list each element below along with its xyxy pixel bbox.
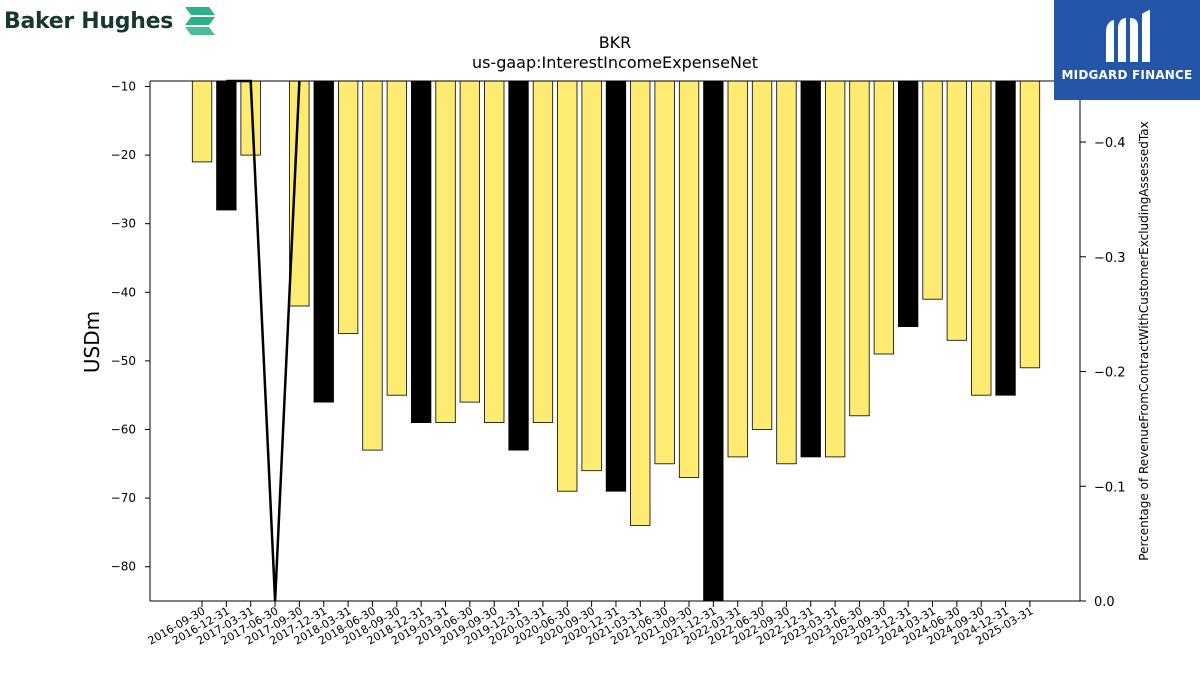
y-tick-label: −80	[111, 560, 136, 574]
baker-hughes-logo-text: Baker Hughes	[4, 8, 173, 34]
y-tick-label: −10	[111, 79, 136, 93]
bar-2017-12-31	[313, 80, 334, 403]
bar-2019-06-30	[459, 80, 481, 403]
bar-2022-03-31	[727, 80, 748, 458]
bar-2024-06-30	[946, 80, 967, 341]
y2-tick-label: 0.0	[1094, 595, 1115, 610]
chart-title: BKR	[599, 33, 632, 52]
bar-2019-12-31	[508, 80, 529, 451]
y-tick-label: −40	[111, 285, 136, 299]
bar-2018-03-31	[337, 80, 359, 334]
trend-line-group	[226, 79, 301, 602]
bar-2023-12-31	[898, 80, 919, 328]
bar-2021-03-31	[630, 80, 651, 526]
bar-2020-12-31	[605, 80, 627, 492]
y-tick-label: −70	[111, 491, 136, 505]
bar-2024-12-31	[995, 80, 1016, 396]
bars-group	[191, 80, 1041, 602]
bar-2024-09-30	[971, 80, 992, 396]
bar-2025-03-31	[1019, 80, 1041, 369]
bar-2023-03-31	[825, 80, 846, 458]
bar-2017-09-30	[289, 80, 310, 307]
trend-line	[226, 79, 301, 602]
bar-2023-09-30	[873, 80, 894, 355]
chart-subtitle: us-gaap:InterestIncomeExpenseNet	[472, 53, 758, 72]
bar-2020-09-30	[581, 80, 602, 472]
y-tick-label: −20	[111, 148, 136, 162]
baker-hughes-chevron-icon	[184, 7, 215, 35]
bar-2024-03-31	[922, 80, 943, 300]
bar-2018-09-30	[386, 80, 408, 396]
bar-2019-09-30	[484, 80, 505, 424]
y-tick-label: −30	[111, 217, 136, 231]
bar-2022-09-30	[776, 80, 797, 465]
y2-tick-label: −0.2	[1094, 366, 1126, 381]
bar-2021-12-31	[703, 80, 724, 602]
bar-2023-06-30	[849, 80, 870, 417]
midgard-finance-emblem-icon	[1106, 10, 1150, 62]
y-axis-label: USDm	[80, 311, 104, 373]
bar-2018-12-31	[410, 80, 432, 424]
y2-tick-label: −0.3	[1094, 251, 1126, 266]
bar-2021-06-30	[654, 80, 675, 465]
y-tick-label: −60	[111, 422, 136, 436]
bar-2020-06-30	[557, 80, 578, 492]
y2-tick-label: −0.4	[1094, 136, 1126, 151]
baker-hughes-logo: Baker Hughes	[4, 4, 217, 38]
bar-2020-03-31	[532, 80, 554, 424]
bar-2021-09-30	[678, 80, 700, 478]
y-tick-label: −50	[111, 354, 136, 368]
bar-2016-09-30	[191, 80, 213, 163]
y2-tick-label: −0.1	[1094, 480, 1126, 495]
bar-2022-06-30	[751, 80, 773, 430]
bar-2018-06-30	[362, 80, 383, 451]
midgard-finance-logo: MIDGARD FINANCE	[1054, 0, 1200, 100]
y2-axis-label: Percentage of RevenueFromContractWithCus…	[1137, 121, 1151, 560]
midgard-finance-logo-text: MIDGARD FINANCE	[1061, 68, 1193, 82]
bar-2016-12-31	[216, 80, 237, 211]
bar-2022-12-31	[800, 80, 821, 458]
bar-2019-03-31	[435, 80, 456, 424]
